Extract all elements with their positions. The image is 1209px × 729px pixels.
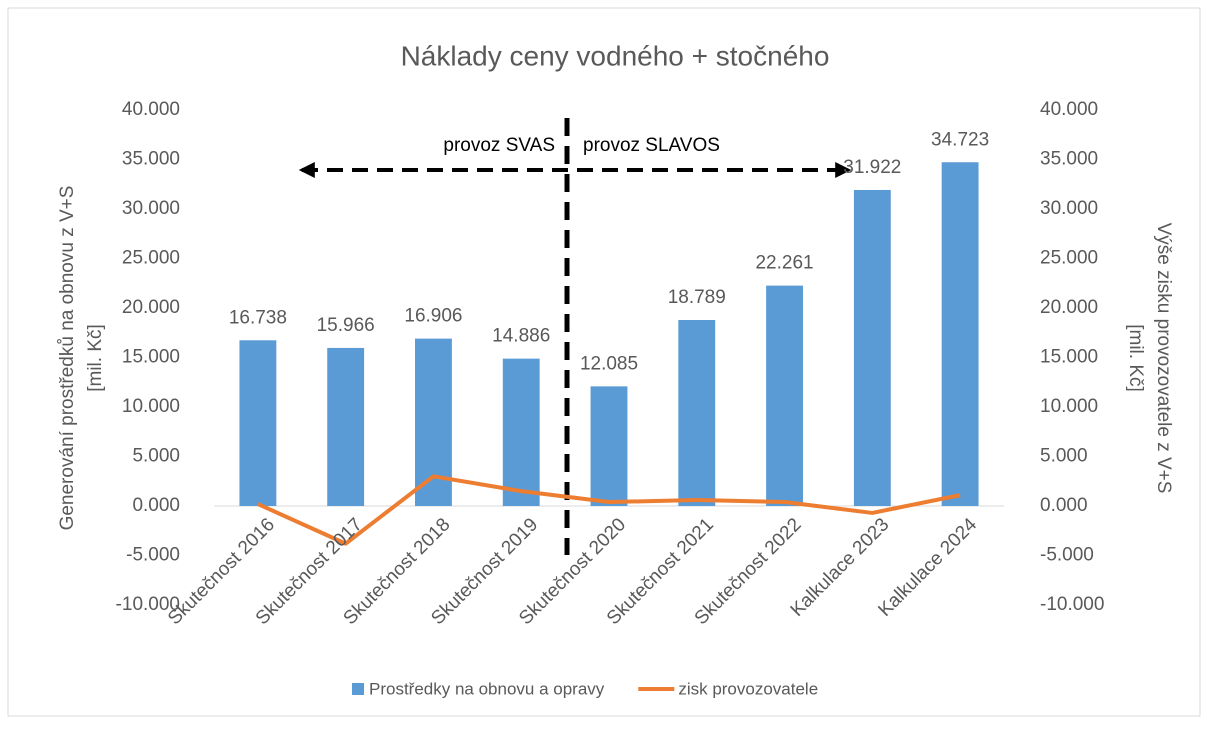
y2-axis-title: [mil. Kč] <box>1125 324 1146 392</box>
y-tick-label: 30.000 <box>122 198 180 219</box>
y-axis-title: Generování prostředků na obnovu z V+S <box>57 186 78 531</box>
data-label: 16.906 <box>404 306 462 327</box>
chart-border <box>7 7 1201 717</box>
y2-tick-label: 35.000 <box>1040 149 1098 170</box>
data-label: 15.966 <box>317 315 375 336</box>
y-tick-label: 35.000 <box>122 149 180 170</box>
data-label: 18.789 <box>668 287 726 308</box>
y-tick-label: 0.000 <box>132 495 180 516</box>
annotation: provoz SVAS <box>443 135 555 156</box>
annotation: provoz SLAVOS <box>583 135 720 156</box>
y-tick-label: 20.000 <box>122 297 180 318</box>
data-label: 34.723 <box>931 129 989 150</box>
bar <box>853 189 891 506</box>
line <box>257 474 961 546</box>
bar <box>415 338 452 506</box>
data-label: 12.085 <box>580 353 638 374</box>
y2-tick-label: 10.000 <box>1040 396 1098 417</box>
y-tick-label: 10.000 <box>122 396 180 417</box>
data-label: 22.261 <box>755 253 813 274</box>
data-label: 16.738 <box>229 307 287 328</box>
y2-tick-label: -5.000 <box>1040 545 1094 566</box>
y2-tick-label: 15.000 <box>1040 347 1098 368</box>
y2-tick-label: 0.000 <box>1040 495 1088 516</box>
bar <box>766 285 803 506</box>
legend-swatch <box>352 683 364 695</box>
bar <box>678 319 716 506</box>
y-tick-label: -5.000 <box>126 545 180 566</box>
y-axis-title: [mil. Kč] <box>85 324 106 392</box>
bar <box>239 340 277 506</box>
y2-tick-label: 20.000 <box>1040 297 1098 318</box>
y2-tick-label: 5.000 <box>1040 446 1088 467</box>
legend-label: zisk provozovatele <box>678 679 818 698</box>
y-tick-label: 25.000 <box>122 248 180 269</box>
y-tick-label: 5.000 <box>132 446 180 467</box>
y-tick-label: 40.000 <box>122 99 180 120</box>
bar <box>590 386 628 506</box>
chart-title: Náklady ceny vodného + stočného <box>401 40 830 71</box>
y2-tick-label: 25.000 <box>1040 248 1098 269</box>
y-tick-label: 15.000 <box>122 347 180 368</box>
y2-tick-label: 40.000 <box>1040 99 1098 120</box>
bar <box>941 162 979 506</box>
data-label: 14.886 <box>492 326 550 347</box>
y2-axis-title: Výše zisku provozovatele z V+S <box>1153 223 1174 494</box>
y2-tick-label: -10.000 <box>1040 594 1104 615</box>
y-tick-label: -10.000 <box>116 594 180 615</box>
y2-tick-label: 30.000 <box>1040 198 1098 219</box>
legend-label: Prostředky na obnovu a opravy <box>369 679 605 698</box>
bar <box>502 358 540 506</box>
bar <box>327 347 365 506</box>
data-label: 31.922 <box>843 157 901 178</box>
